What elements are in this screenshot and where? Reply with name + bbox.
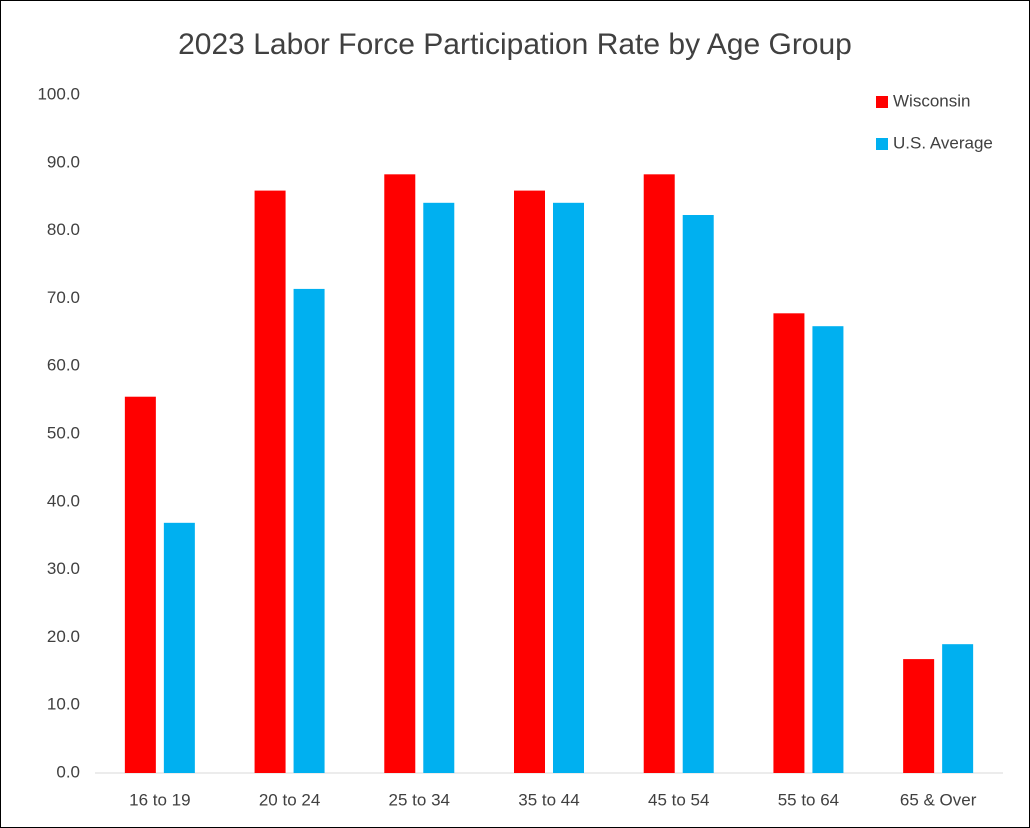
y-tick-label: 30.0	[47, 559, 80, 578]
y-tick-label: 10.0	[47, 695, 80, 714]
bar	[254, 190, 286, 773]
y-tick-label: 40.0	[47, 491, 80, 510]
y-tick-label: 60.0	[47, 356, 80, 375]
y-tick-label: 100.0	[37, 84, 80, 103]
legend-label: Wisconsin	[893, 91, 970, 110]
bar	[384, 174, 416, 774]
x-tick-label: 55 to 64	[778, 790, 839, 809]
x-tick-label: 25 to 34	[389, 790, 450, 809]
y-tick-label: 70.0	[47, 288, 80, 307]
legend-swatch	[876, 138, 888, 150]
x-tick-label: 65 & Over	[900, 790, 977, 809]
y-tick-label: 20.0	[47, 627, 80, 646]
bar	[682, 215, 714, 774]
bar	[124, 396, 156, 773]
bar	[163, 522, 195, 773]
bar	[942, 644, 974, 773]
legend-swatch	[876, 96, 888, 108]
bar	[903, 659, 935, 773]
bar	[643, 174, 675, 774]
bar	[773, 313, 805, 773]
y-tick-label: 50.0	[47, 423, 80, 442]
bar	[293, 288, 325, 773]
bar	[553, 202, 584, 773]
legend-label: U.S. Average	[893, 133, 993, 152]
x-tick-label: 45 to 54	[648, 790, 709, 809]
y-tick-label: 90.0	[47, 152, 80, 171]
y-tick-label: 0.0	[56, 762, 80, 781]
bar	[423, 202, 455, 773]
y-tick-label: 80.0	[47, 220, 80, 239]
x-tick-label: 20 to 24	[259, 790, 320, 809]
bar	[812, 326, 844, 773]
bar	[514, 190, 545, 773]
chart-title: 2023 Labor Force Participation Rate by A…	[178, 28, 852, 61]
x-tick-label: 35 to 44	[518, 790, 579, 809]
x-tick-label: 16 to 19	[129, 790, 190, 809]
